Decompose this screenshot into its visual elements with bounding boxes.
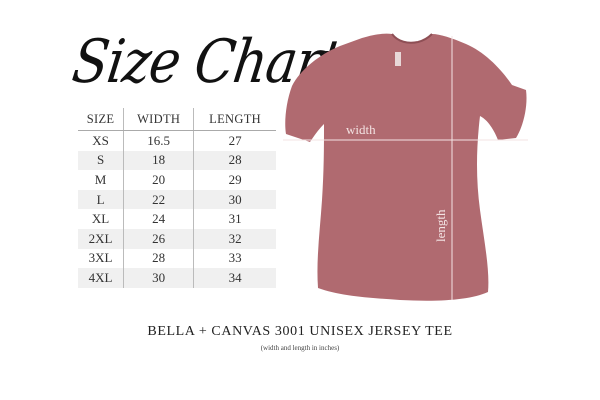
header-size: SIZE — [78, 108, 124, 131]
cell-length: 30 — [193, 189, 276, 210]
table-row: 3XL 28 33 — [78, 248, 276, 269]
cell-width: 26 — [123, 228, 194, 249]
table-row: XS 16.5 27 — [78, 130, 276, 151]
tag-icon — [395, 52, 401, 66]
table-row: XL 24 31 — [78, 209, 276, 229]
tshirt-shape — [285, 33, 527, 301]
cell-width: 28 — [123, 248, 194, 269]
table-row: 4XL 30 34 — [78, 268, 276, 288]
cell-length: 34 — [193, 268, 276, 288]
product-name: BELLA + CANVAS 3001 UNISEX JERSEY TEE — [147, 324, 453, 339]
cell-width: 30 — [123, 268, 194, 288]
cell-length: 31 — [193, 209, 276, 229]
cell-width: 18 — [123, 150, 194, 171]
cell-size: M — [94, 171, 107, 187]
table-row: M 20 29 — [78, 170, 276, 190]
table-header-row: SIZE WIDTH LENGTH — [78, 108, 276, 131]
header-length: LENGTH — [193, 108, 276, 131]
cell-width: 16.5 — [123, 130, 194, 151]
cell-width: 22 — [123, 189, 194, 210]
cell-length: 28 — [193, 150, 276, 171]
cell-size: 4XL — [78, 268, 124, 288]
cell-length: 32 — [193, 228, 276, 249]
cell-length: 29 — [193, 170, 276, 190]
cell-size: XL — [91, 211, 110, 227]
cell-length: 33 — [193, 248, 276, 269]
cell-size: 3XL — [88, 250, 113, 266]
header-width: WIDTH — [123, 108, 194, 131]
cell-size: XS — [92, 132, 109, 148]
cell-width: 20 — [123, 170, 194, 190]
tshirt-illustration: width length — [283, 33, 528, 301]
length-label: length — [433, 209, 448, 242]
cell-width: 24 — [123, 209, 194, 229]
cell-size: 2XL — [78, 228, 124, 249]
cell-size: S — [78, 150, 124, 171]
size-table: SIZE WIDTH LENGTH XS 16.5 27 S 18 28 M 20 29 L 22 3… — [78, 108, 276, 288]
cell-size: L — [78, 189, 124, 210]
table-row: L 22 30 — [78, 189, 276, 210]
collar — [391, 33, 433, 44]
table-row: S 18 28 — [78, 150, 276, 171]
table-row: 2XL 26 32 — [78, 228, 276, 249]
cell-length: 27 — [193, 130, 276, 151]
width-label: width — [346, 122, 376, 137]
units-note: (width and length in inches) — [260, 344, 340, 352]
